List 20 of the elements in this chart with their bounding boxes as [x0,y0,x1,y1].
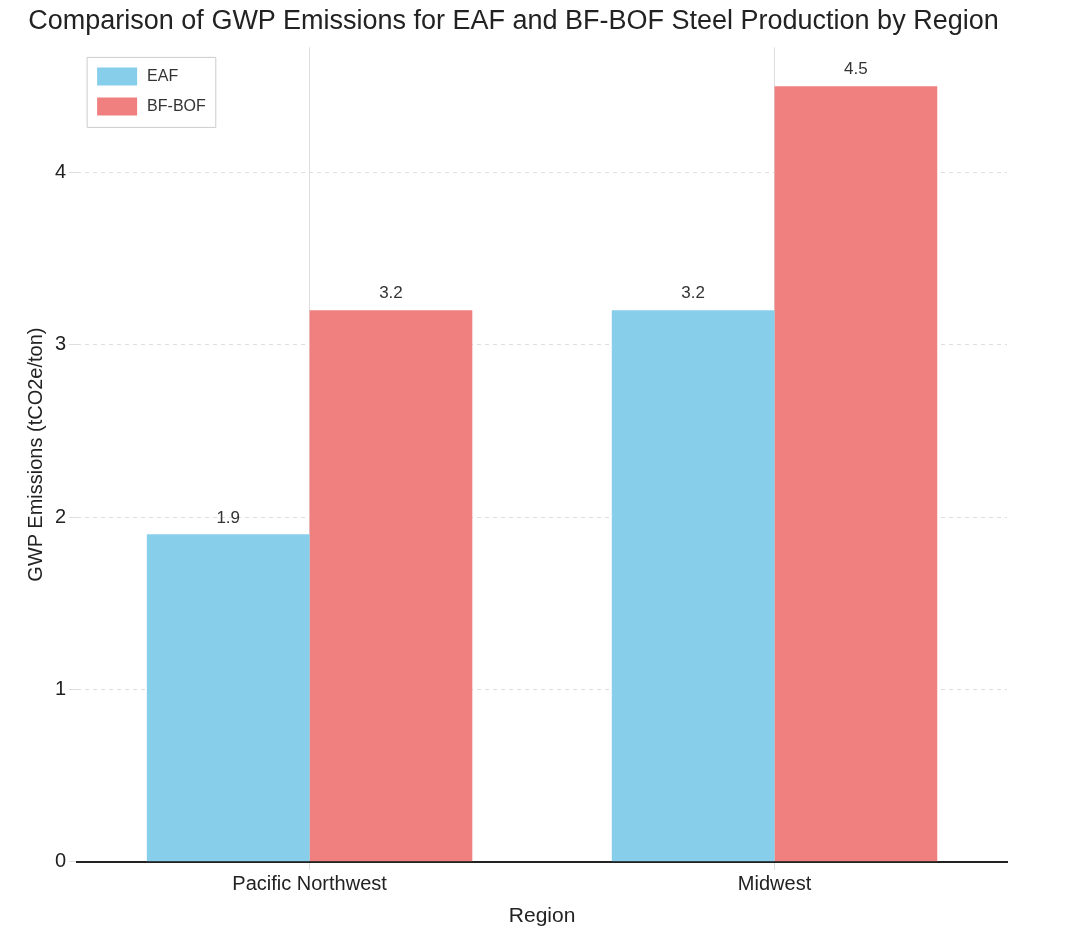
bar [774,86,938,862]
data-label: 4.5 [844,59,868,79]
x-tick-label: Midwest [737,872,812,895]
bar [309,310,473,862]
y-tick-label: 4 [55,159,67,182]
y-tick-label: 1 [55,676,67,699]
legend-label: EAF [147,66,179,84]
y-tick-label: 2 [55,504,67,527]
chart-title: Comparison of GWP Emissions for EAF and BF-BOF Steel Production by Region [28,4,999,35]
x-axis-title: Region [508,903,576,927]
y-tick-label: 0 [55,849,67,872]
x-tick-label: Pacific Northwest [232,872,388,895]
legend-label: BF-BOF [147,96,207,114]
bar [146,534,310,862]
data-label: 3.2 [379,283,403,303]
data-label: 1.9 [216,507,241,527]
y-tick-label: 3 [55,332,67,355]
y-axis-title: GWP Emissions (tCO2e/ton) [23,327,46,582]
data-label: 3.2 [681,283,705,303]
bar [611,310,775,862]
